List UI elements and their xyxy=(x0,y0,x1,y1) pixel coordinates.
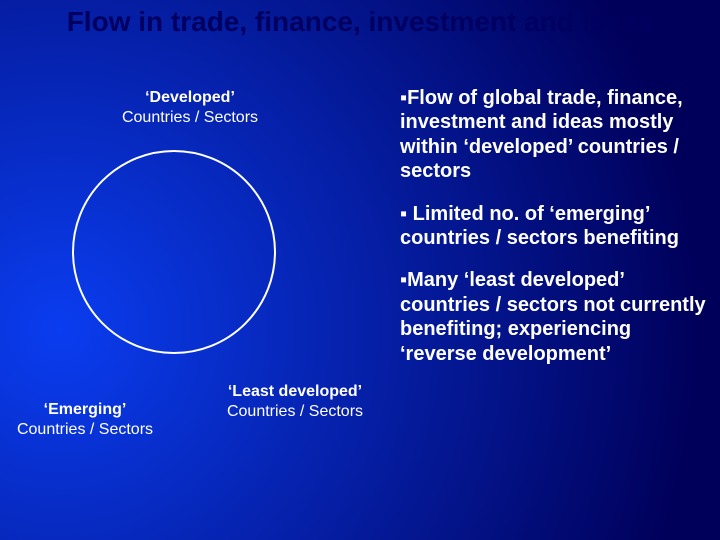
bullet-item: ▪Many ‘least developed’ countries / sect… xyxy=(400,268,706,366)
slide-title: Flow in trade, finance, investment and i… xyxy=(0,6,720,38)
label-least-line2: Countries / Sectors xyxy=(200,402,390,422)
label-least-developed: ‘Least developed’ Countries / Sectors xyxy=(200,382,390,422)
bullet-item: ▪ Limited no. of ‘emerging’ countries / … xyxy=(400,202,706,251)
label-developed: ‘Developed’ Countries / Sectors xyxy=(90,88,290,128)
flow-circle xyxy=(72,150,276,354)
label-developed-line1: ‘Developed’ xyxy=(90,88,290,108)
label-emerging-line1: ‘Emerging’ xyxy=(0,400,170,420)
label-least-line1: ‘Least developed’ xyxy=(200,382,390,402)
bullet-list: ▪Flow of global trade, finance, investme… xyxy=(400,86,706,366)
bullet-item: ▪Flow of global trade, finance, investme… xyxy=(400,86,706,184)
label-emerging: ‘Emerging’ Countries / Sectors xyxy=(0,400,170,440)
label-developed-line2: Countries / Sectors xyxy=(90,108,290,128)
label-emerging-line2: Countries / Sectors xyxy=(0,420,170,440)
slide: Flow in trade, finance, investment and i… xyxy=(0,0,720,540)
